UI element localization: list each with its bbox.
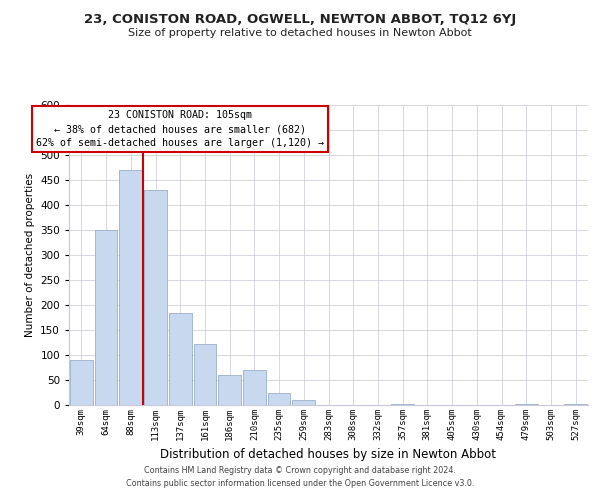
Bar xyxy=(218,375,241,405)
Bar xyxy=(515,404,538,405)
Text: Contains HM Land Registry data © Crown copyright and database right 2024.
Contai: Contains HM Land Registry data © Crown c… xyxy=(126,466,474,487)
Bar xyxy=(70,360,93,405)
Bar xyxy=(292,400,315,405)
Bar xyxy=(243,370,266,405)
Bar xyxy=(169,312,191,405)
Y-axis label: Number of detached properties: Number of detached properties xyxy=(25,173,35,337)
Text: Size of property relative to detached houses in Newton Abbot: Size of property relative to detached ho… xyxy=(128,28,472,38)
X-axis label: Distribution of detached houses by size in Newton Abbot: Distribution of detached houses by size … xyxy=(161,448,497,462)
Bar xyxy=(391,404,414,405)
Bar xyxy=(268,392,290,405)
Bar xyxy=(119,170,142,405)
Text: 23, CONISTON ROAD, OGWELL, NEWTON ABBOT, TQ12 6YJ: 23, CONISTON ROAD, OGWELL, NEWTON ABBOT,… xyxy=(84,12,516,26)
Bar xyxy=(564,404,587,405)
Bar xyxy=(95,230,118,405)
Text: 23 CONISTON ROAD: 105sqm
← 38% of detached houses are smaller (682)
62% of semi-: 23 CONISTON ROAD: 105sqm ← 38% of detach… xyxy=(36,110,324,148)
Bar xyxy=(194,344,216,405)
Bar xyxy=(144,190,167,405)
